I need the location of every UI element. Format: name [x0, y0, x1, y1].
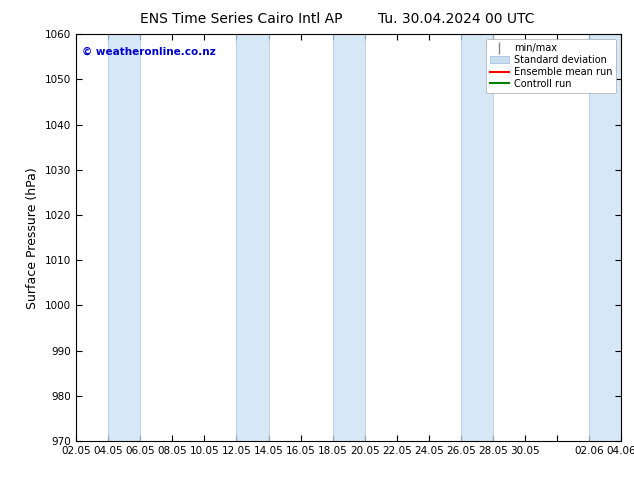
Bar — [461, 34, 493, 441]
Bar — [333, 34, 365, 441]
Bar — [108, 34, 140, 441]
Text: Tu. 30.04.2024 00 UTC: Tu. 30.04.2024 00 UTC — [378, 12, 534, 26]
Bar — [236, 34, 269, 441]
Y-axis label: Surface Pressure (hPa): Surface Pressure (hPa) — [27, 167, 39, 309]
Text: © weatheronline.co.nz: © weatheronline.co.nz — [82, 47, 216, 56]
Bar — [589, 34, 621, 441]
Legend: min/max, Standard deviation, Ensemble mean run, Controll run: min/max, Standard deviation, Ensemble me… — [486, 39, 616, 93]
Text: ENS Time Series Cairo Intl AP: ENS Time Series Cairo Intl AP — [139, 12, 342, 26]
